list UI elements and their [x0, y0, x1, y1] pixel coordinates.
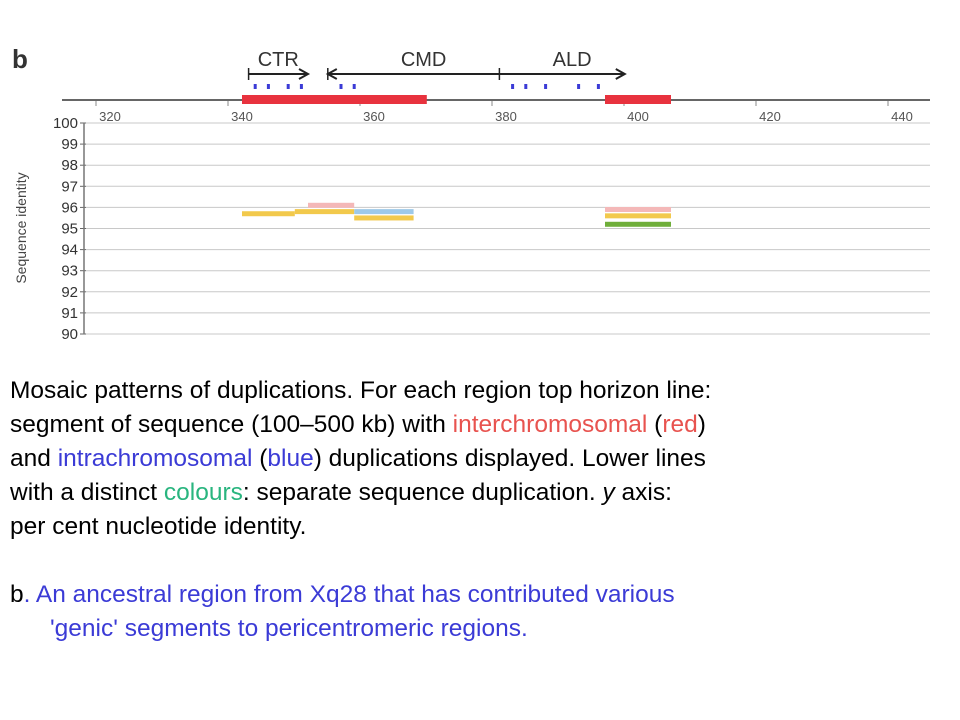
duplication-bar: [605, 213, 671, 219]
caption-text: Mosaic patterns of duplications. For eac…: [10, 377, 712, 404]
intrachromosomal-mark: [544, 84, 548, 89]
caption-b-line-1: b. An ancestral region from Xq28 that ha…: [10, 578, 950, 612]
caption-b-text: . An ancestral region from Xq28 that has…: [23, 581, 675, 608]
b-label: b: [10, 581, 24, 608]
gene-arrowhead: [615, 68, 627, 80]
intrachromosomal-term: intrachromosomal: [57, 445, 253, 472]
duplication-bar: [354, 215, 414, 221]
y-tick-labels: 100 99 98 97 96 95 94 93 92 91 90: [53, 115, 78, 343]
intrachromosomal-mark: [352, 84, 356, 89]
y-tick-label: 92: [61, 284, 78, 301]
duplication-bars: [242, 202, 671, 227]
caption-text: ) duplications displayed. Lower lines: [313, 445, 706, 472]
duplication-bar: [308, 202, 355, 208]
intrachromosomal-mark: [339, 84, 343, 89]
y-tick-label: 100: [53, 115, 78, 132]
gene-label: CMD: [401, 49, 447, 71]
caption-text: : separate sequence duplication.: [242, 479, 603, 506]
intrachromosomal-mark: [596, 84, 600, 89]
intrachromosomal-mark: [511, 84, 515, 89]
caption-text: and: [10, 445, 58, 472]
genomic-axis: [62, 95, 930, 106]
caption-text: per cent nucleotide identity.: [10, 513, 307, 540]
intrachromosomal-mark: [266, 84, 270, 89]
identity-grid: [80, 122, 930, 335]
duplication-bar: [294, 209, 355, 215]
caption-spacer: [10, 544, 950, 578]
interchromosomal-segment: [605, 95, 671, 104]
colours-term: colours: [163, 479, 243, 506]
caption-text: with a distinct: [10, 479, 164, 506]
caption-text: segment of sequence (100–500 kb) with: [10, 411, 453, 438]
intrachromosomal-mark: [524, 84, 528, 89]
caption-text: (: [252, 445, 268, 472]
duplication-bar: [605, 221, 671, 227]
gene-arrowhead: [298, 68, 311, 80]
panel-label: b: [12, 44, 28, 74]
caption-line-1: Mosaic patterns of duplications. For eac…: [10, 374, 950, 408]
figure-caption: Mosaic patterns of duplications. For eac…: [10, 374, 950, 646]
y-tick-label: 98: [61, 157, 78, 174]
y-tick-label: 91: [61, 305, 78, 322]
duplication-bar: [242, 211, 295, 217]
y-tick-label: 95: [61, 221, 78, 238]
caption-line-5: per cent nucleotide identity.: [10, 510, 950, 544]
interchromosomal-term: interchromosomal: [452, 411, 648, 438]
duplication-bar: [354, 209, 414, 215]
intrachromosomal-mark: [299, 84, 303, 89]
blue-term: blue: [267, 445, 314, 472]
x-tick-labels: 320 340 360 380 400 420 440: [99, 109, 913, 124]
caption-text: axis:: [614, 479, 672, 506]
intrachromosomal-mark: [286, 84, 290, 89]
caption-text: ): [697, 411, 706, 438]
red-term: red: [662, 411, 698, 438]
intrachromosomal-mark: [253, 84, 257, 89]
interchromosomal-segment: [242, 95, 427, 104]
intrachromosomal-mark: [577, 84, 581, 89]
y-tick-label: 97: [61, 178, 78, 195]
caption-b-line-2: 'genic' segments to pericentromeric regi…: [10, 612, 950, 646]
gene-label: CTR: [258, 49, 299, 71]
duplication-bar: [605, 207, 671, 213]
gene-annotations: CTR CMD ALD: [247, 49, 627, 89]
x-tick-label: 400: [627, 109, 649, 124]
y-tick-label: 96: [61, 199, 78, 216]
x-tick-label: 380: [495, 109, 517, 124]
y-tick-label: 94: [61, 242, 78, 259]
caption-b-text: 'genic' segments to pericentromeric regi…: [50, 615, 528, 642]
gene-label: ALD: [553, 49, 592, 71]
caption-line-2: segment of sequence (100–500 kb) with in…: [10, 408, 950, 442]
y-tick-label: 93: [61, 263, 78, 280]
y-variable: y: [602, 479, 615, 506]
y-tick-label: 99: [61, 136, 78, 153]
caption-line-4: with a distinct colours: separate sequen…: [10, 476, 950, 510]
x-tick-label: 360: [363, 109, 385, 124]
x-tick-label: 340: [231, 109, 253, 124]
y-tick-label: 90: [61, 326, 78, 343]
y-axis-label: Sequence identity: [13, 172, 29, 283]
caption-line-3: and intrachromosomal (blue) duplications…: [10, 442, 950, 476]
x-tick-label: 440: [891, 109, 913, 124]
x-tick-label: 320: [99, 109, 121, 124]
caption-text: (: [647, 411, 663, 438]
x-tick-label: 420: [759, 109, 781, 124]
